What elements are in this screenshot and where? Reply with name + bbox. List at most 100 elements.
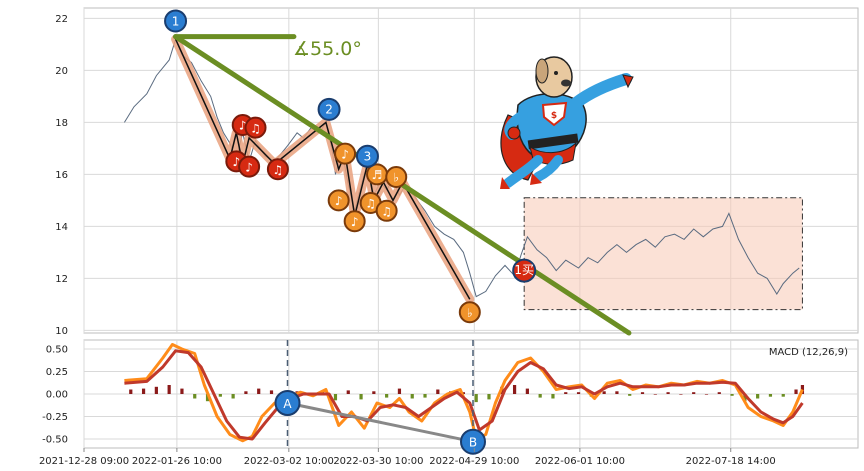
red-note-marker-label: ♪: [239, 119, 247, 133]
red-note-marker-label: ♫: [250, 121, 261, 135]
red-note-marker: [266, 158, 289, 181]
red-note-marker-label: ♫: [273, 163, 284, 177]
orange-note-marker: [375, 199, 398, 222]
wave-label-label: 2: [325, 103, 333, 117]
divergence-badge-a: [274, 390, 301, 416]
angle-annotation: ∡55.0°: [293, 38, 362, 60]
macd-histogram-bar: [730, 394, 734, 396]
macd-y-tick-label: 0.50: [46, 345, 68, 356]
orange-note-marker: [385, 166, 408, 188]
wave-label: [355, 144, 379, 168]
price-y-tick-label: 22: [55, 14, 68, 25]
macd-histogram-bar: [717, 392, 721, 394]
macd-histogram-bar: [628, 394, 632, 396]
orange-note-marker-label: ♭: [393, 171, 399, 185]
macd-histogram-bar: [576, 392, 581, 394]
divergence-badge-b: [459, 428, 486, 455]
highlight-box: [523, 197, 803, 311]
wave-label: [317, 97, 341, 121]
macd-histogram-bar: [346, 390, 350, 394]
macd-histogram-bar: [538, 394, 542, 398]
x-tick-label: 2022-07-18 14:00: [686, 456, 776, 467]
wave-label-label: 1: [172, 14, 180, 28]
macd-histogram-bar: [218, 394, 222, 397]
orange-note-marker-label: ♫: [365, 197, 376, 211]
macd-histogram-bar: [436, 389, 440, 394]
macd-histogram-bar: [615, 391, 619, 394]
macd-histogram-bar: [602, 391, 606, 394]
orange-note-marker: [343, 210, 366, 233]
macd-histogram-bar: [423, 394, 427, 398]
superhero-dog-illustration: $: [500, 56, 634, 189]
macd-histogram-bar: [800, 385, 805, 394]
red-note-marker: [244, 116, 267, 139]
macd-series-line-1: [124, 349, 804, 441]
macd-histogram-bar: [756, 394, 760, 399]
orange-note-marker: [327, 189, 350, 212]
macd-histogram-bar: [666, 392, 670, 394]
macd-y-tick-label: -0.25: [42, 412, 68, 423]
macd-histogram-bar: [551, 394, 555, 399]
orange-note-marker: [458, 301, 481, 324]
macd-histogram-bar: [679, 394, 683, 395]
price-y-tick-label: 20: [55, 66, 68, 77]
buy-marker-label: 1买: [514, 263, 534, 277]
axis-layer: 10121416182022-0.50-0.250.000.250.502021…: [39, 14, 776, 467]
orange-note-marker-label: ♬: [372, 168, 383, 182]
wave-label-label: 3: [364, 150, 372, 164]
divergence-line: [287, 401, 474, 444]
buy-marker: [512, 258, 537, 283]
orange-note-marker-label: ♫: [381, 204, 392, 218]
x-tick-label: 2021-12-28 09:00: [39, 456, 129, 467]
price-y-tick-label: 18: [55, 118, 68, 129]
macd-histogram-bar: [461, 392, 466, 394]
macd-histogram-bar: [640, 392, 645, 394]
macd-y-tick-label: 0.25: [46, 367, 68, 378]
macd-histogram-bar: [410, 394, 414, 399]
macd-histogram-bar: [129, 389, 133, 394]
x-tick-label: 2022-03-02 10:00: [244, 456, 334, 467]
macd-y-tick-label: 0.00: [46, 390, 68, 401]
x-tick-label: 2022-01-26 10:00: [132, 456, 222, 467]
macd-histogram-bar: [231, 394, 235, 399]
macd-histogram-bar: [487, 394, 491, 400]
macd-histogram-bar: [692, 392, 696, 394]
svg-text:$: $: [551, 111, 557, 121]
macd-title: MACD (12,26,9): [769, 347, 848, 358]
orange-note-marker: [334, 142, 357, 165]
macd-histogram-bar: [768, 394, 773, 397]
price-y-tick-label: 14: [55, 222, 68, 233]
macd-histogram-bar: [743, 394, 747, 402]
macd-histogram-bar: [564, 392, 568, 394]
price-y-tick-label: 12: [55, 274, 68, 285]
macd-histogram-bar: [781, 394, 785, 397]
orange-note-marker-label: ♭: [467, 306, 473, 320]
macd-histogram-bar: [244, 391, 248, 394]
red-note-marker: [238, 155, 261, 178]
macd-histogram-bar: [794, 389, 798, 394]
macd-histogram-bar: [653, 394, 657, 395]
x-tick-label: 2022-04-29 10:00: [429, 456, 519, 467]
macd-histogram-bar: [385, 394, 389, 398]
orange-note-marker-label: ♪: [351, 215, 359, 229]
red-note-marker-label: ♪: [232, 155, 240, 169]
wave-label: [164, 9, 188, 33]
macd-histogram-bar: [525, 388, 529, 394]
divergence-badge-a-label: A: [283, 397, 292, 411]
macd-histogram-bar: [141, 388, 146, 394]
x-tick-label: 2022-03-30 10:00: [333, 456, 423, 467]
macd-histogram-bar: [704, 394, 709, 395]
macd-histogram-bar: [180, 388, 184, 394]
macd-histogram-bar: [359, 394, 363, 400]
macd-y-tick-label: -0.50: [42, 435, 68, 446]
macd-histogram-bar: [333, 394, 338, 401]
macd-histogram-bar: [512, 385, 517, 394]
macd-histogram-bar: [397, 388, 402, 394]
macd-histogram-bar: [154, 386, 158, 394]
orange-note-marker-label: ♪: [335, 194, 343, 208]
macd-histogram-bar: [167, 385, 171, 394]
macd-histogram-bar: [193, 394, 197, 399]
